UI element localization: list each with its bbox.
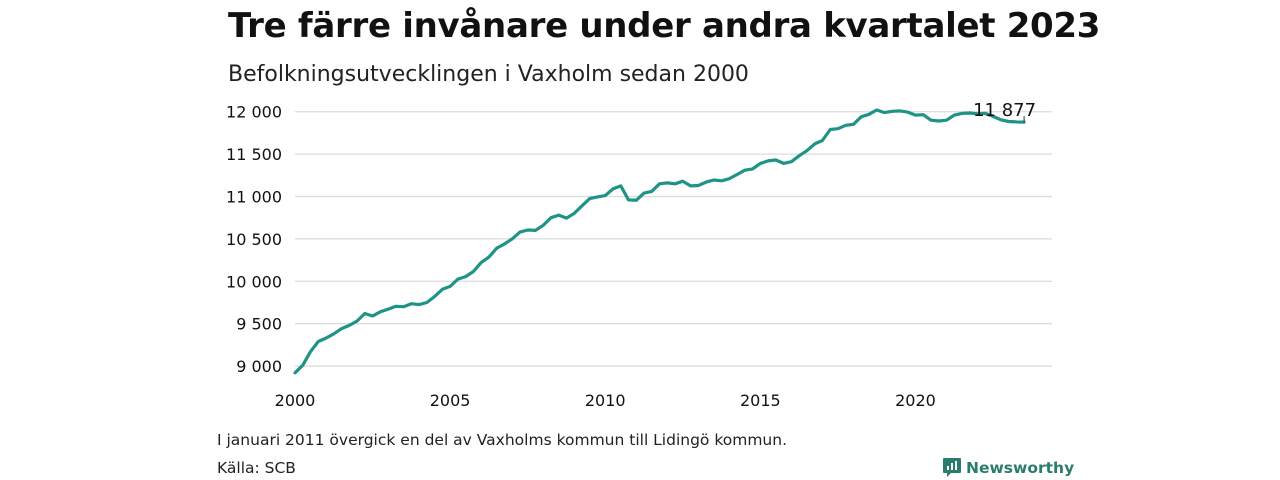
chart-title: Tre färre invånare under andra kvartalet… bbox=[228, 6, 1101, 46]
source-note: Källa: SCB bbox=[217, 459, 296, 477]
brand-name: Newsworthy bbox=[966, 459, 1075, 477]
end-value-label: 11 877 bbox=[973, 100, 1036, 121]
x-tick-label: 2010 bbox=[585, 391, 626, 410]
y-tick-label: 11 500 bbox=[226, 145, 282, 164]
x-tick-label: 2015 bbox=[740, 391, 781, 410]
y-tick-label: 10 500 bbox=[226, 230, 282, 249]
y-tick-label: 12 000 bbox=[226, 103, 282, 122]
footnote: I januari 2011 övergick en del av Vaxhol… bbox=[217, 431, 788, 449]
chart-subtitle: Befolkningsutvecklingen i Vaxholm sedan … bbox=[228, 62, 749, 87]
newsworthy-icon bbox=[943, 458, 961, 477]
brand-logo: Newsworthy bbox=[942, 457, 1074, 479]
x-tick-label: 2000 bbox=[275, 391, 316, 410]
y-tick-label: 9 000 bbox=[236, 357, 282, 376]
series-line bbox=[293, 108, 1026, 375]
y-tick-label: 9 500 bbox=[236, 315, 282, 334]
y-tick-label: 11 000 bbox=[226, 187, 282, 206]
y-tick-label: 10 000 bbox=[226, 272, 282, 291]
x-tick-label: 2005 bbox=[430, 391, 471, 410]
x-tick-label: 2020 bbox=[895, 391, 936, 410]
